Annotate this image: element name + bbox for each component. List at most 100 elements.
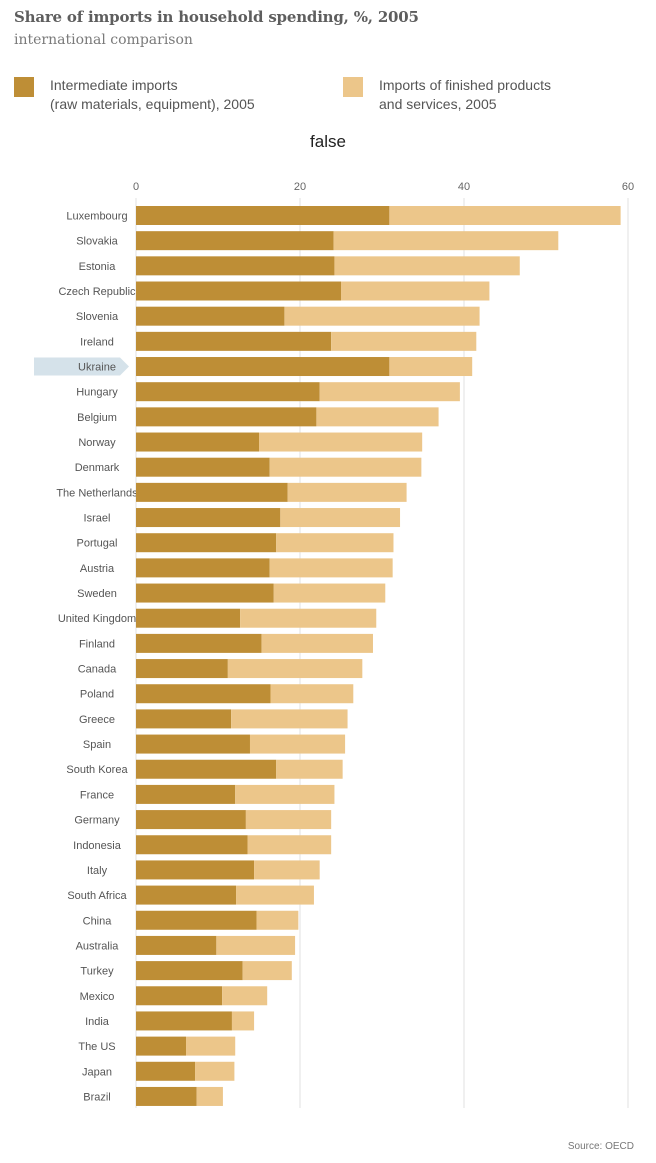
category-label-turkey: Turkey bbox=[80, 966, 114, 978]
category-label-greece: Greece bbox=[79, 714, 115, 726]
bar-intermediate-the-netherlands bbox=[136, 482, 288, 502]
category-label-china: China bbox=[83, 915, 113, 927]
category-label-slovenia: Slovenia bbox=[76, 311, 119, 323]
bar-finished-belgium bbox=[316, 407, 439, 427]
bar-finished-poland bbox=[270, 684, 354, 704]
bar-finished-germany bbox=[245, 810, 332, 830]
legend-label-intermediate-line1: Intermediate imports bbox=[50, 77, 178, 93]
bar-finished-south-africa bbox=[236, 885, 314, 905]
legend-swatch-finished bbox=[343, 77, 363, 97]
bar-finished-slovakia bbox=[333, 231, 559, 251]
chart-subtitle: international comparison bbox=[14, 32, 193, 48]
bar-finished-estonia bbox=[334, 256, 520, 276]
bar-intermediate-canada bbox=[136, 659, 228, 679]
bar-intermediate-india bbox=[136, 1011, 232, 1031]
bar-finished-india bbox=[231, 1011, 255, 1031]
bar-intermediate-slovakia bbox=[136, 231, 334, 251]
category-label-ukraine: Ukraine bbox=[78, 362, 116, 374]
bar-intermediate-sweden bbox=[136, 583, 274, 603]
bar-finished-austria bbox=[269, 558, 393, 578]
x-tick-label-20: 20 bbox=[294, 181, 306, 193]
bar-intermediate-finland bbox=[136, 633, 262, 653]
bar-finished-turkey bbox=[242, 961, 292, 981]
legend-label-finished: Imports of finished products and service… bbox=[379, 76, 551, 114]
category-label-mexico: Mexico bbox=[80, 991, 115, 1003]
category-label-japan: Japan bbox=[82, 1066, 112, 1078]
bar-finished-greece bbox=[231, 709, 348, 729]
legend-swatch-intermediate bbox=[14, 77, 34, 97]
bar-intermediate-denmark bbox=[136, 457, 270, 477]
category-label-denmark: Denmark bbox=[75, 462, 120, 474]
category-label-estonia: Estonia bbox=[79, 261, 117, 273]
category-label-canada: Canada bbox=[78, 664, 117, 676]
category-label-india: India bbox=[85, 1016, 110, 1028]
bar-intermediate-china bbox=[136, 910, 257, 930]
bar-intermediate-estonia bbox=[136, 256, 335, 276]
bar-intermediate-united-kingdom bbox=[136, 608, 241, 628]
x-tick-label-60: 60 bbox=[622, 181, 634, 193]
bar-finished-luxembourg bbox=[389, 206, 621, 225]
bar-finished-sweden bbox=[273, 583, 386, 603]
bar-intermediate-luxembourg bbox=[136, 206, 390, 225]
bar-finished-italy bbox=[254, 860, 320, 880]
category-label-france: France bbox=[80, 789, 114, 801]
bar-finished-czech-republic bbox=[341, 281, 490, 301]
bar-finished-china bbox=[256, 910, 299, 930]
bar-intermediate-south-korea bbox=[136, 759, 277, 779]
bar-finished-france bbox=[235, 784, 335, 804]
category-label-belgium: Belgium bbox=[77, 412, 117, 424]
bar-intermediate-hungary bbox=[136, 382, 320, 402]
x-tick-label-40: 40 bbox=[458, 181, 470, 193]
bar-finished-brazil bbox=[196, 1086, 223, 1106]
bar-finished-denmark bbox=[269, 457, 422, 477]
category-label-south-africa: South Africa bbox=[67, 890, 127, 902]
legend-item-intermediate[interactable]: Intermediate imports (raw materials, equ… bbox=[14, 76, 255, 114]
category-label-finland: Finland bbox=[79, 638, 115, 650]
bar-finished-the-netherlands bbox=[287, 482, 407, 502]
bar-intermediate-portugal bbox=[136, 533, 277, 553]
bar-intermediate-slovenia bbox=[136, 306, 285, 326]
category-label-united-kingdom: United Kingdom bbox=[58, 613, 136, 625]
category-label-poland: Poland bbox=[80, 689, 114, 701]
bar-intermediate-ireland bbox=[136, 331, 332, 351]
bar-intermediate-greece bbox=[136, 709, 232, 729]
category-label-luxembourg: Luxembourg bbox=[66, 211, 127, 223]
bar-intermediate-south-africa bbox=[136, 885, 237, 905]
legend: Intermediate imports (raw materials, equ… bbox=[0, 76, 656, 116]
bar-intermediate-mexico bbox=[136, 986, 223, 1006]
bar-finished-mexico bbox=[222, 986, 268, 1006]
bar-finished-slovenia bbox=[284, 306, 480, 326]
category-label-brazil: Brazil bbox=[83, 1091, 111, 1103]
legend-item-finished[interactable]: Imports of finished products and service… bbox=[343, 76, 551, 114]
legend-label-intermediate-line2: (raw materials, equipment), 2005 bbox=[50, 96, 255, 112]
bar-finished-hungary bbox=[319, 382, 460, 402]
highlight-marker-ukraine bbox=[34, 357, 129, 376]
bar-finished-spain bbox=[249, 734, 346, 754]
chart-title: Share of imports in household spending, … bbox=[14, 8, 419, 26]
bar-intermediate-australia bbox=[136, 935, 217, 955]
bar-finished-united-kingdom bbox=[240, 608, 377, 628]
category-label-the-us: The US bbox=[78, 1041, 115, 1053]
category-label-spain: Spain bbox=[83, 739, 111, 751]
category-label-portugal: Portugal bbox=[77, 538, 118, 550]
bar-intermediate-austria bbox=[136, 558, 270, 578]
legend-label-finished-line1: Imports of finished products bbox=[379, 77, 551, 93]
category-label-israel: Israel bbox=[84, 513, 111, 525]
bar-finished-indonesia bbox=[247, 835, 332, 855]
bar-intermediate-norway bbox=[136, 432, 259, 452]
bar-finished-ukraine bbox=[389, 357, 473, 377]
bar-intermediate-indonesia bbox=[136, 835, 248, 855]
bar-finished-canada bbox=[227, 659, 363, 679]
bar-intermediate-belgium bbox=[136, 407, 317, 427]
bar-finished-portugal bbox=[276, 533, 394, 553]
category-label-south-korea: South Korea bbox=[66, 764, 128, 776]
category-label-slovakia: Slovakia bbox=[76, 236, 118, 248]
category-label-norway: Norway bbox=[78, 437, 116, 449]
x-tick-label-0: 0 bbox=[133, 181, 139, 193]
category-label-germany: Germany bbox=[74, 815, 120, 827]
bar-intermediate-ukraine bbox=[136, 357, 390, 377]
category-label-hungary: Hungary bbox=[76, 387, 118, 399]
bar-intermediate-czech-republic bbox=[136, 281, 341, 301]
legend-label-finished-line2: and services, 2005 bbox=[379, 96, 497, 112]
